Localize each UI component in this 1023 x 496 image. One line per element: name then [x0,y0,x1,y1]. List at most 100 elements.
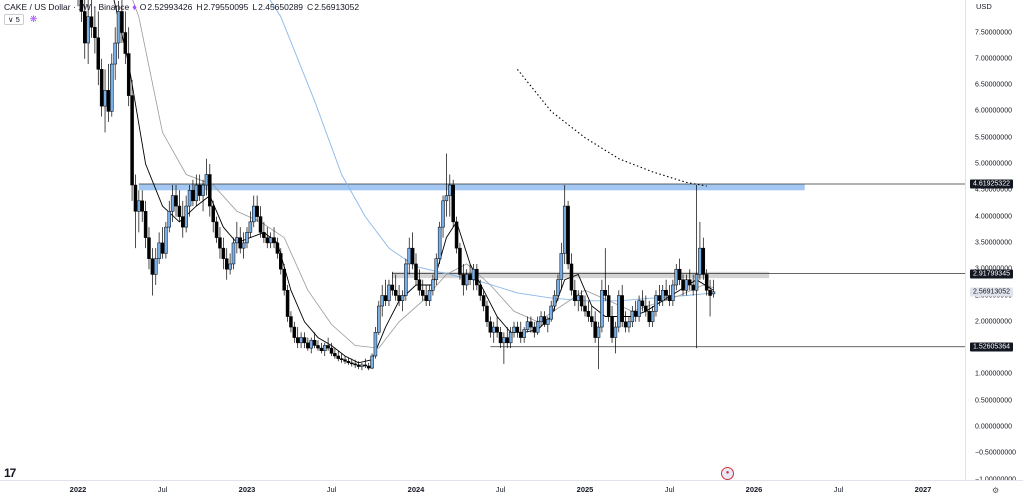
candle-body [116,11,121,44]
candle-body [224,258,229,270]
candle-body [137,200,141,212]
candle-body [522,329,526,338]
time-tick-label: 2022 [69,485,87,494]
candle-body [519,332,523,338]
candle-body [181,216,185,228]
candle-body [133,184,138,212]
candle-body [187,190,192,207]
candle-body [238,237,242,249]
candle-body [208,174,212,207]
candle-body [306,342,310,349]
candle-body [417,279,422,291]
candle-body [83,11,87,44]
candle-body [153,258,158,275]
candle-body [468,274,472,280]
currency-label[interactable]: USD [976,2,992,11]
symbol-title[interactable]: CAKE / US Dollar · 1W · Binance [4,2,130,12]
candle-body [363,364,368,367]
candle-body [488,321,493,333]
mid-zone [392,271,770,279]
candle-body [674,268,679,286]
candle-body [356,364,361,367]
candle-body [421,289,425,296]
candle-body [562,205,567,254]
us-flag-icon[interactable]: ● [721,467,734,480]
candle-body [194,184,199,202]
horizontal-levels-layer [138,183,965,348]
candle-body [170,195,175,212]
candle-body [164,226,168,254]
candle-body [610,316,614,338]
time-tick-label: Jul [664,485,675,494]
candle-body [532,326,537,333]
candle-body [546,318,550,325]
candle-body [573,289,577,302]
candle-body [671,284,675,302]
time-tick-label: 2024 [407,485,425,494]
candle-body [140,200,144,212]
candle-body [694,274,699,291]
time-tick-label: Jul [326,485,337,494]
candle-body [681,279,685,291]
candle-body [590,316,594,323]
candle-body [512,326,516,333]
candle-body [393,289,398,296]
price-tick-label: 2.00000000 [975,318,1012,326]
candle-body [427,289,432,302]
time-axis[interactable] [0,480,1023,496]
candle-body [495,326,499,333]
candle-body [407,247,411,265]
candle-body [295,337,300,344]
price-chart[interactable] [0,0,965,480]
settings-icon[interactable]: ❋ [29,13,38,24]
candle-body [265,237,270,244]
candle-body [458,247,462,275]
candle-body [464,274,469,286]
candle-body [664,289,668,296]
price-tick-label: 5.50000000 [975,134,1012,142]
price-tick-label: 4.00000000 [975,213,1012,221]
candle-body [535,321,540,333]
price-axis[interactable] [965,0,1023,480]
candle-body [333,353,337,357]
candle-body [505,337,510,344]
ma-slow-line [269,0,714,302]
candle-body [498,332,503,344]
candle-body [508,332,513,344]
dotted-curve [516,68,707,187]
axis-settings-icon[interactable]: ⚙ [992,486,1000,495]
candle-body [613,326,618,338]
candle-body [390,284,395,291]
link-icon[interactable]: ♦ [132,2,137,12]
candle-body [404,263,408,296]
candle-body [201,184,205,196]
candle-body [620,295,624,323]
high-value: 2.79550095 [203,2,249,12]
candle-body [448,184,452,196]
price-marker-label: 1.52605364 [970,342,1013,352]
price-tick-label: 6.50000000 [975,81,1012,89]
candle-body [353,363,357,366]
time-tick-label: Jul [157,485,168,494]
interval-badge[interactable]: ∨ 5 [4,13,24,25]
candle-body [299,337,303,344]
candle-body [397,295,401,302]
close-label: C [307,2,314,12]
candle-body [285,289,290,317]
candle-body [339,358,344,360]
price-tick-label: 7.50000000 [975,29,1012,36]
candle-body [552,295,557,307]
price-tick-label: 5.00000000 [975,160,1012,168]
candle-body [366,365,371,369]
candle-body [667,295,672,302]
open-value: 2.52993426 [147,2,193,12]
candle-body [319,347,324,351]
candle-body [248,221,253,233]
candle-body [316,345,320,349]
tradingview-logo-icon[interactable]: 17 [4,466,16,480]
time-tick-label: 2027 [914,485,932,494]
candle-body [640,300,645,307]
time-tick-label: 2023 [238,485,256,494]
candle-body [444,195,449,202]
candle-body [96,37,101,70]
